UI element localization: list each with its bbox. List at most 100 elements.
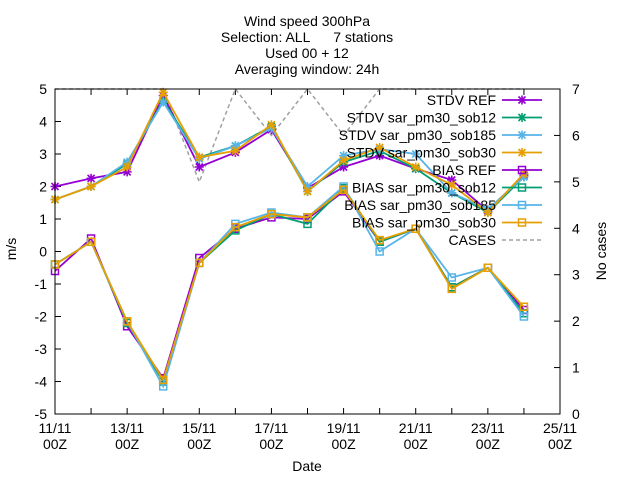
data-point — [303, 182, 312, 191]
data-point — [86, 182, 96, 191]
legend-label: STDV sar_pm30_sob30 — [347, 145, 497, 161]
legend-marker — [517, 200, 527, 210]
chart-title: Wind speed 300hPa Selection: ALL 7 stati… — [221, 13, 393, 77]
legend-marker — [517, 113, 527, 122]
y2-tick-label: 4 — [572, 220, 580, 236]
data-point — [447, 284, 457, 294]
y-tick-label: 2 — [39, 179, 47, 195]
data-point — [86, 237, 96, 246]
data-point — [447, 273, 457, 282]
y-tick-label: -2 — [35, 309, 48, 325]
x-tick-label: 00Z — [404, 436, 429, 452]
x-tick-label: 23/11 — [471, 420, 505, 436]
data-point — [195, 258, 204, 268]
data-point — [375, 151, 385, 161]
data-point — [483, 208, 493, 217]
data-point — [447, 188, 457, 198]
y-tick-label: 3 — [39, 146, 47, 162]
y2-tick-label: 7 — [572, 81, 580, 97]
y-tick-label: -3 — [35, 341, 48, 357]
series-line — [54, 90, 525, 214]
x-tick-label: 21/11 — [399, 420, 433, 436]
series-line — [54, 188, 525, 383]
y2-tick-label: 6 — [572, 127, 580, 143]
data-point — [230, 146, 240, 156]
x-tick-label: 17/11 — [254, 420, 288, 436]
x-tick-label: 15/11 — [182, 420, 216, 436]
legend-marker — [517, 165, 527, 175]
y2-tick-label: 3 — [572, 267, 580, 283]
data-point — [303, 186, 312, 196]
legend-marker — [517, 130, 527, 140]
legend-marker — [517, 95, 527, 105]
data-point — [266, 120, 276, 130]
legend-marker — [517, 183, 527, 192]
data-point — [411, 149, 421, 159]
x-tick-label: 25/11 — [543, 420, 577, 436]
data-point — [339, 185, 348, 194]
data-point — [194, 162, 204, 172]
data-point — [267, 209, 276, 219]
data-point — [86, 173, 96, 183]
x-tick-label: 19/11 — [327, 420, 361, 436]
data-point — [122, 157, 132, 167]
y2-tick-label: 0 — [572, 406, 580, 422]
y2-tick-label: 5 — [572, 174, 580, 190]
title-line: Selection: ALL 7 stations — [221, 29, 393, 45]
data-point — [122, 167, 132, 177]
data-point — [158, 375, 168, 385]
legend-marker — [517, 218, 527, 227]
legend-label: CASES — [449, 232, 496, 248]
y2-tick-label: 1 — [572, 360, 580, 376]
x-tick-label: 00Z — [548, 436, 573, 452]
plot-frame — [54, 88, 561, 415]
y-tick-label: -4 — [35, 374, 48, 390]
data-point — [411, 224, 420, 233]
y-tick-label: 5 — [39, 81, 47, 97]
x-tick-label: 00Z — [187, 436, 212, 452]
data-point — [158, 97, 168, 107]
title-line: Wind speed 300hPa — [244, 13, 370, 29]
x-tick-label: 00Z — [115, 436, 140, 452]
legend-label: STDV sar_pm30_sob12 — [347, 110, 497, 126]
x-axis-label: Date — [292, 458, 322, 474]
y2-axis-label: No cases — [593, 222, 609, 280]
legend-label: STDV REF — [427, 92, 496, 108]
x-tick-label: 00Z — [259, 436, 284, 452]
title-line: Used 00 + 12 — [265, 45, 349, 61]
data-point — [339, 151, 349, 161]
data-point — [519, 302, 529, 311]
data-point — [230, 141, 240, 151]
y-tick-label: 4 — [39, 114, 47, 130]
axes: 543210-1-2-3-4-57654321011/1100Z13/1100Z… — [35, 81, 580, 452]
data-point — [194, 152, 204, 162]
legend-label: BIAS REF — [432, 162, 496, 178]
x-tick-label: 13/11 — [110, 420, 144, 436]
data-point — [483, 263, 493, 272]
data-point — [375, 247, 384, 256]
data-point — [411, 162, 421, 172]
data-point — [303, 213, 312, 222]
data-point — [375, 143, 385, 152]
y2-tick-label: 2 — [572, 313, 580, 329]
x-tick-label: 00Z — [43, 436, 68, 452]
y-tick-label: 1 — [39, 211, 47, 227]
title-line: Averaging window: 24h — [235, 61, 380, 77]
y-tick-label: 0 — [39, 244, 47, 260]
y-axis-label: m/s — [3, 238, 19, 261]
legend-label: BIAS sar_pm30_sob12 — [352, 180, 496, 196]
data-point — [339, 162, 349, 172]
data-point — [339, 156, 349, 165]
legend-label: BIAS sar_pm30_sob185 — [344, 197, 496, 213]
legend-label: STDV sar_pm30_sob185 — [339, 127, 496, 143]
data-point — [447, 180, 457, 190]
series-7 — [50, 185, 529, 385]
y-tick-label: -5 — [35, 406, 48, 422]
y-tick-label: -1 — [35, 276, 48, 292]
data-point — [122, 162, 132, 172]
data-point — [158, 87, 168, 97]
legend-label: BIAS sar_pm30_sob30 — [352, 215, 496, 231]
data-point — [231, 222, 240, 232]
